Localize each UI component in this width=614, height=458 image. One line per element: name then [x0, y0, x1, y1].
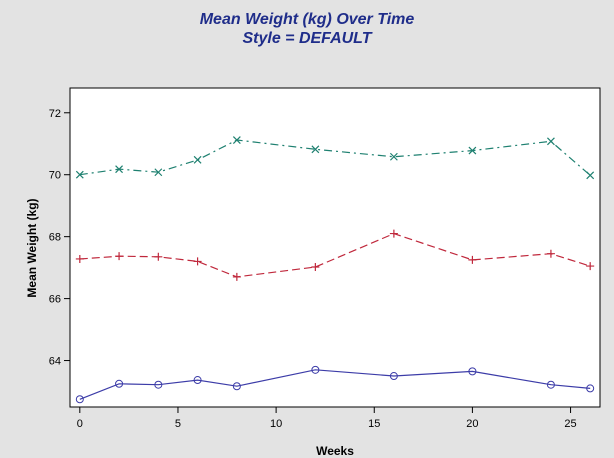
data-point [389, 229, 398, 238]
x-axis: 0 5 10 15 20 25 [77, 407, 577, 430]
data-point [75, 254, 84, 263]
data-point [154, 252, 163, 261]
data-point [468, 255, 477, 264]
data-point [193, 376, 202, 385]
series-3 [75, 136, 595, 180]
data-point [232, 136, 241, 144]
y-axis-label: Mean Weight (kg) [25, 198, 39, 297]
data-point [586, 384, 595, 393]
y-tick-label: 68 [49, 232, 61, 244]
y-tick-label: 70 [49, 170, 61, 182]
data-point [468, 146, 477, 155]
data-point [468, 367, 477, 376]
data-point [586, 171, 595, 180]
x-tick-label: 5 [175, 418, 181, 430]
y-tick-label: 66 [49, 294, 61, 306]
data-point [193, 155, 202, 164]
x-tick-label: 25 [564, 418, 576, 430]
x-tick-label: 0 [77, 418, 83, 430]
series-line [79, 232, 591, 278]
data-point [546, 380, 555, 389]
x-tick-label: 15 [368, 418, 380, 430]
data-point [389, 372, 398, 381]
series-2 [75, 229, 595, 281]
x-tick-label: 10 [270, 418, 282, 430]
data-point [154, 380, 163, 389]
data-point [75, 170, 84, 179]
y-tick-label: 72 [49, 108, 61, 120]
data-point [75, 395, 84, 404]
data-point [546, 249, 555, 258]
data-point [389, 152, 398, 161]
chart-title-line-2: Style = DEFAULT [242, 30, 372, 47]
data-point [115, 379, 124, 388]
y-tick-label: 64 [49, 356, 61, 368]
series-group [75, 136, 595, 404]
data-point [311, 365, 320, 374]
data-point [232, 382, 241, 391]
y-axis: 64 66 68 70 72 [49, 108, 70, 368]
data-point [115, 165, 123, 174]
data-point [311, 263, 320, 272]
data-point [154, 168, 163, 177]
series-line [79, 139, 591, 176]
series-line [79, 369, 591, 400]
chart-title-line-1: Mean Weight (kg) Over Time [200, 11, 415, 28]
data-point [232, 272, 241, 281]
plot-area [69, 87, 601, 408]
x-axis-label: Weeks [316, 444, 354, 458]
series-1 [75, 365, 595, 404]
data-point [115, 252, 124, 261]
data-point [193, 257, 202, 266]
x-tick-label: 20 [466, 418, 478, 430]
data-point [311, 145, 320, 154]
data-point [547, 137, 555, 146]
data-point [586, 262, 595, 271]
